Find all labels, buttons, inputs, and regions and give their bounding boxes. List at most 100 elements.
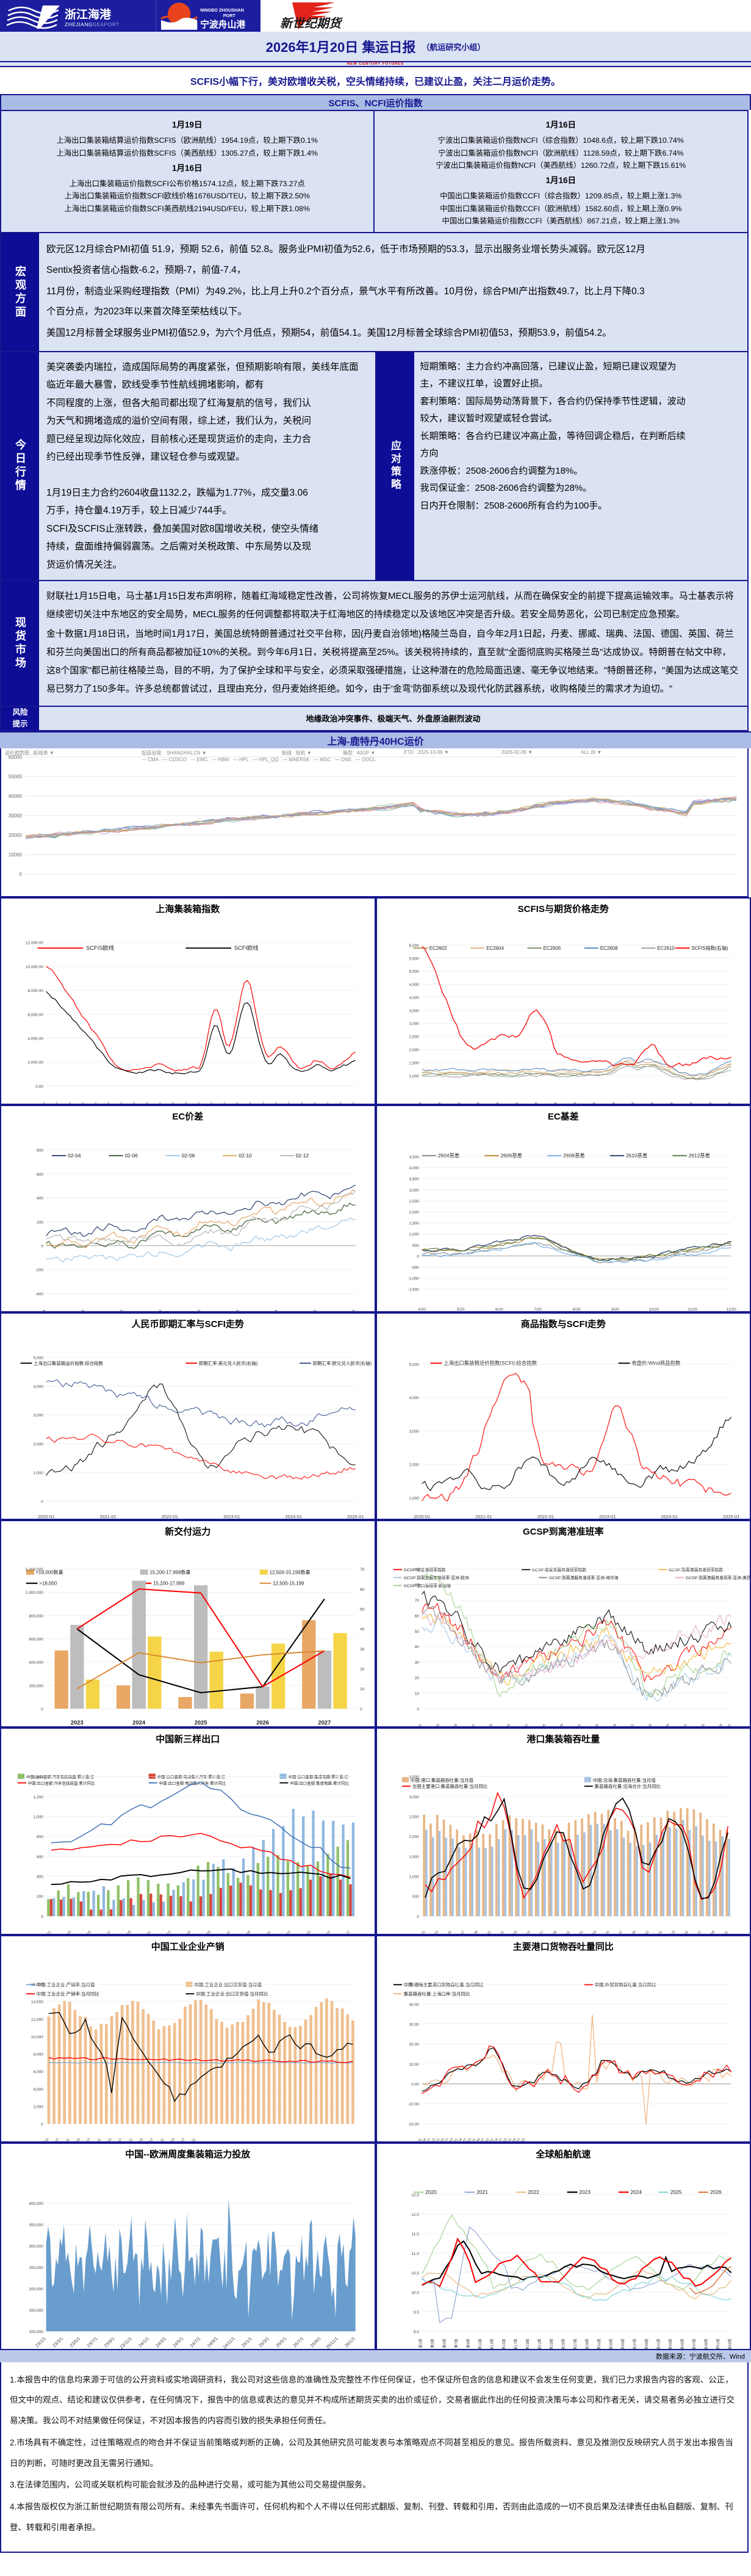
svg-text:200: 200 (37, 1220, 43, 1225)
svg-text:0: 0 (417, 1254, 419, 1259)
svg-text:2,000: 2,000 (409, 1210, 419, 1215)
svg-text:22-07: 22-07 (84, 2137, 92, 2141)
svg-text:第41周: 第41周 (656, 2339, 661, 2350)
svg-text:第37周: 第37周 (632, 2339, 637, 2350)
svg-text:25/5/7: 25/5/7 (296, 1102, 304, 1104)
svg-text:15,200-17,999数量: 15,200-17,999数量 (150, 1569, 191, 1575)
svg-text:150,000: 150,000 (29, 2308, 43, 2312)
svg-text:800,000: 800,000 (29, 1614, 43, 1618)
svg-text:12.0: 12.0 (411, 2212, 419, 2216)
svg-text:4,000: 4,000 (409, 1396, 419, 1400)
svg-text:10,000: 10,000 (31, 2035, 43, 2039)
svg-text:8,000: 8,000 (34, 2052, 44, 2057)
svg-text:25-07: 25-07 (343, 1930, 351, 1934)
svg-text:24-11: 24-11 (264, 1930, 271, 1934)
svg-text:5,000: 5,000 (409, 1362, 419, 1367)
svg-text:9/20: 9/20 (611, 1308, 619, 1312)
svg-text:30: 30 (414, 1660, 419, 1665)
svg-text:25-05: 25-05 (324, 1930, 332, 1934)
svg-text:20: 20 (360, 1667, 365, 1671)
svg-text:第19周: 第19周 (525, 2339, 530, 2350)
svg-text:11/18: 11/18 (309, 1309, 318, 1312)
svg-text:22/7/7: 22/7/7 (77, 1102, 85, 1104)
svg-text:0.00: 0.00 (35, 1084, 43, 1088)
svg-text:12.5: 12.5 (411, 2193, 419, 2197)
svg-text:1,000: 1,000 (34, 1471, 44, 1475)
svg-text:-1,500: -1,500 (408, 1287, 419, 1292)
svg-text:9/18: 9/18 (436, 1101, 442, 1104)
svg-text:0: 0 (41, 1707, 43, 1711)
svg-text:第43周: 第43周 (668, 2339, 673, 2350)
svg-text:第21周: 第21周 (537, 2339, 542, 2350)
svg-text:2024-03: 2024-03 (588, 1930, 597, 1934)
svg-text:20.00: 20.00 (409, 2042, 419, 2047)
svg-text:24/11/7: 24/11/7 (257, 1102, 267, 1104)
svg-text:PORT: PORT (223, 13, 236, 18)
svg-text:50: 50 (360, 1607, 365, 1612)
svg-text:6/20: 6/20 (495, 1308, 503, 1312)
svg-text:第27周: 第27周 (573, 2339, 578, 2350)
svg-text:23-03: 23-03 (105, 2137, 113, 2141)
svg-text:21-07: 21-07 (52, 2137, 60, 2141)
svg-text:4,000: 4,000 (409, 996, 419, 1000)
svg-text:23-05: 23-05 (84, 1930, 92, 1934)
svg-text:26/1/1: 26/1/1 (343, 2335, 356, 2348)
svg-text:24-07: 24-07 (147, 2137, 155, 2141)
svg-text:25/5/1: 25/5/1 (275, 2335, 287, 2348)
svg-text:50.00: 50.00 (409, 1983, 419, 1987)
svg-text:0: 0 (360, 1707, 362, 1711)
svg-text:第17周: 第17周 (513, 2339, 518, 2350)
svg-text:02-10: 02-10 (239, 1152, 252, 1158)
svg-text:2022-07: 2022-07 (456, 1930, 465, 1934)
svg-text:10: 10 (414, 1691, 419, 1696)
svg-text:-500: -500 (411, 1265, 419, 1270)
svg-text:ZHEJIANGSEAPORT: ZHEJIANGSEAPORT (65, 21, 120, 27)
svg-text:8/18: 8/18 (416, 1101, 423, 1104)
svg-text:23/3/7: 23/3/7 (129, 1102, 137, 1104)
svg-text:25-03: 25-03 (304, 1930, 312, 1934)
svg-text:3,000: 3,000 (34, 1413, 44, 1417)
svg-text:2608基差: 2608基差 (563, 1152, 584, 1158)
svg-text:30.00: 30.00 (409, 2022, 419, 2027)
svg-text:2022-01: 2022-01 (162, 1514, 178, 1519)
svg-text:2025-01: 2025-01 (678, 1723, 688, 1727)
svg-text:2,000: 2,000 (409, 1835, 419, 1839)
svg-text:9/18: 9/18 (667, 1101, 674, 1104)
svg-text:0: 0 (41, 1244, 43, 1248)
svg-text:2,500: 2,500 (409, 1199, 419, 1203)
svg-text:中国:出口金额:集成电路:累计同比: 中国:出口金额:集成电路:累计同比 (290, 1780, 349, 1785)
svg-text:NINGBO ZHOUSHAN: NINGBO ZHOUSHAN (200, 7, 244, 13)
svg-text:-400: -400 (35, 1292, 43, 1296)
svg-text:26/1/7: 26/1/7 (348, 1102, 356, 1104)
svg-text:8/18: 8/18 (648, 1101, 655, 1104)
svg-text:2612基差: 2612基差 (688, 1152, 710, 1158)
svg-text:上海出口集装箱运价指数(SCFI):综合指数: 上海出口集装箱运价指数(SCFI):综合指数 (444, 1359, 537, 1366)
svg-text:2022-09: 2022-09 (555, 1723, 564, 1727)
svg-text:3,500: 3,500 (409, 1775, 419, 1779)
svg-text:40: 40 (360, 1627, 365, 1632)
svg-text:2022-01: 2022-01 (416, 1930, 426, 1934)
svg-text:10000: 10000 (9, 852, 23, 858)
svg-text:12,500-15,199: 12,500-15,199 (273, 1580, 304, 1586)
svg-text:4,000: 4,000 (34, 2087, 44, 2091)
svg-text:02-04: 02-04 (68, 1152, 81, 1158)
svg-text:GCSP:到离港服务准班率:亚洲-地中海: GCSP:到离港服务准班率:亚洲-地中海 (548, 1575, 618, 1580)
svg-text:25/7/1: 25/7/1 (292, 2335, 305, 2348)
svg-text:9/18: 9/18 (233, 1309, 241, 1312)
svg-text:24/1/1: 24/1/1 (137, 2335, 150, 2348)
svg-text:中国:出口金额:电动载人汽车:累计同比: 中国:出口金额:电动载人汽车:累计同比 (159, 1780, 226, 1785)
svg-text:23-07: 23-07 (104, 1930, 112, 1934)
svg-text:2024-05: 2024-05 (643, 1723, 652, 1727)
svg-text:3,000: 3,000 (409, 1795, 419, 1799)
svg-text:15,200-17,999: 15,200-17,999 (153, 1580, 185, 1586)
svg-text:4/20: 4/20 (418, 1308, 426, 1312)
svg-text:2023-03: 2023-03 (508, 1930, 518, 1934)
svg-text:2020-09: 2020-09 (448, 1723, 458, 1727)
svg-text:5/18: 5/18 (590, 1101, 597, 1104)
svg-text:50: 50 (414, 1629, 419, 1634)
svg-text:收盘价:Wind商品指数: 收盘价:Wind商品指数 (631, 1359, 681, 1366)
svg-text:2024-01: 2024-01 (286, 1514, 302, 1519)
svg-text:10: 10 (360, 1687, 365, 1691)
svg-text:3,000: 3,000 (409, 1188, 419, 1192)
svg-text:即期汇率:美元兑人民币(右轴): 即期汇率:美元兑人民币(右轴) (199, 1359, 258, 1366)
